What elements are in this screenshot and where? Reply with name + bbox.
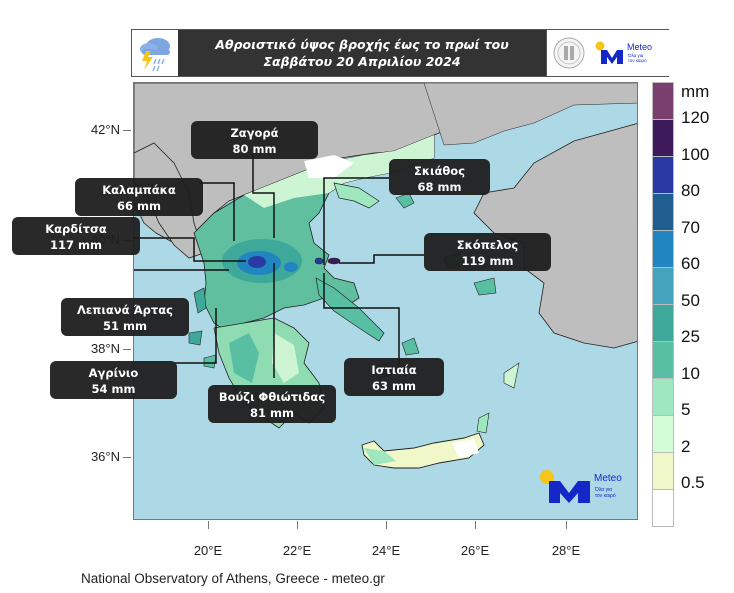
callout-istiaia: Ιστιαία 63 mm <box>344 358 444 396</box>
legend-swatch <box>652 267 674 304</box>
color-legend <box>652 82 674 527</box>
callout-lepiana-artas: Λεπιανά Άρτας 51 mm <box>61 298 189 336</box>
title-line-1: Αθροιστικό ύψος βροχής έως το πρωί του <box>215 37 509 52</box>
meteo-logo-text: Meteo <box>627 42 653 52</box>
legend-swatch <box>652 119 674 156</box>
lat-label-36: 36°N <box>90 449 120 464</box>
lat-label-38: 38°N <box>90 341 120 356</box>
legend-unit: mm <box>681 82 710 101</box>
legend-label: 10 <box>681 364 700 383</box>
lat-tick <box>123 130 131 131</box>
meteo-logo-sub: Όλα για τον καιρό <box>628 53 647 63</box>
lon-label-20: 20°E <box>193 543 223 558</box>
legend-label: 100 <box>681 145 710 164</box>
legend-swatch <box>652 378 674 415</box>
lon-label-22: 22°E <box>282 543 312 558</box>
legend-swatch <box>652 304 674 341</box>
callout-karditsa: Καρδίτσα 117 mm <box>12 217 140 255</box>
legend-label: 80 <box>681 181 700 200</box>
lat-label-42: 42°N <box>90 122 120 137</box>
lon-tick <box>208 521 209 529</box>
legend-swatch <box>652 156 674 193</box>
footer-credit: National Observatory of Athens, Greece -… <box>81 571 385 586</box>
legend-swatch <box>652 230 674 267</box>
callout-skiathos: Σκιάθος 68 mm <box>389 159 490 195</box>
lon-tick <box>297 521 298 529</box>
callout-skopelos: Σκόπελος 119 mm <box>424 233 551 271</box>
callout-vouzi-fthiotidas: Βούζι Φθιώτιδας 81 mm <box>208 385 336 423</box>
lon-label-28: 28°E <box>551 543 581 558</box>
inset-meteo-logo-sub: Όλα για τον καιρό <box>595 487 616 499</box>
legend-label: 5 <box>681 400 691 419</box>
legend-label: 2 <box>681 437 691 456</box>
legend-swatch <box>652 193 674 230</box>
legend-swatch <box>652 415 674 452</box>
lon-tick <box>386 521 387 529</box>
callout-kalampaka: Καλαμπάκα 66 mm <box>75 178 203 216</box>
legend-label: 70 <box>681 218 700 237</box>
lon-label-26: 26°E <box>460 543 490 558</box>
legend-label: 0.5 <box>681 473 705 492</box>
map-title: Αθροιστικό ύψος βροχής έως το πρωί του Σ… <box>178 30 546 76</box>
legend-swatch <box>652 82 674 119</box>
callout-agrinio: Αγρίνιο 54 mm <box>50 361 177 399</box>
legend-label: 50 <box>681 291 700 310</box>
lon-tick <box>566 521 567 529</box>
lon-tick <box>475 521 476 529</box>
legend-label: 25 <box>681 327 700 346</box>
header-logos: Meteo Όλα για τον καιρό <box>546 30 669 76</box>
inset-meteo-logo-text: Meteo <box>594 473 622 484</box>
lat-tick <box>123 457 131 458</box>
legend-label: 120 <box>681 108 710 127</box>
inset-meteo-sun <box>540 470 554 484</box>
header-banner: Αθροιστικό ύψος βροχής έως το πρωί του Σ… <box>131 29 669 77</box>
title-line-2: Σαββάτου 20 Απριλίου 2024 <box>263 54 461 69</box>
noa-seal-logo <box>553 37 623 69</box>
lon-label-24: 24°E <box>371 543 401 558</box>
legend-label: 60 <box>681 254 700 273</box>
callout-zagora: Ζαγορά 80 mm <box>191 121 318 159</box>
legend-swatch <box>652 341 674 378</box>
legend-swatch <box>652 489 674 527</box>
legend-swatch <box>652 452 674 489</box>
storm-rain-icon <box>132 30 178 76</box>
lat-tick <box>123 349 131 350</box>
